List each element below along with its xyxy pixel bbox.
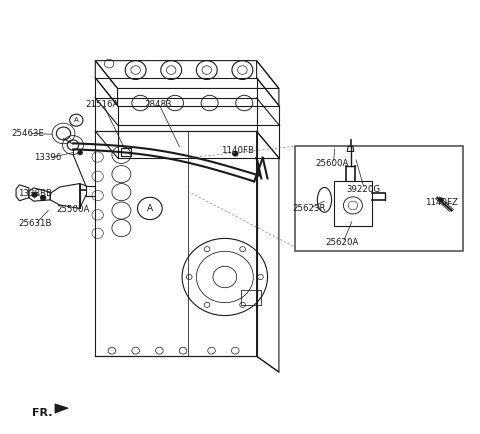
Circle shape	[78, 151, 83, 155]
Text: 1140FZ: 1140FZ	[425, 197, 458, 207]
Circle shape	[40, 195, 46, 200]
Text: 1140FB: 1140FB	[221, 146, 254, 155]
Text: A: A	[147, 204, 153, 213]
Bar	[295, 146, 463, 251]
Text: 25600A: 25600A	[316, 159, 349, 168]
Text: 1338BB: 1338BB	[18, 189, 52, 198]
Bar	[121, 148, 131, 156]
Text: FR.: FR.	[32, 408, 53, 418]
Text: 25463E: 25463E	[11, 129, 44, 138]
Text: 13396: 13396	[34, 153, 61, 162]
Text: 25631B: 25631B	[18, 219, 52, 228]
Circle shape	[232, 151, 238, 156]
Text: 39220G: 39220G	[346, 184, 381, 194]
Text: A: A	[74, 117, 79, 123]
Text: 28483: 28483	[144, 100, 172, 109]
Text: 25500A: 25500A	[56, 205, 90, 214]
Circle shape	[32, 192, 37, 197]
Circle shape	[439, 198, 444, 202]
Text: 25623R: 25623R	[292, 204, 325, 213]
Polygon shape	[55, 404, 68, 413]
Text: 21516A: 21516A	[86, 100, 119, 109]
Bar	[241, 290, 261, 305]
Text: 25620A: 25620A	[325, 238, 359, 247]
